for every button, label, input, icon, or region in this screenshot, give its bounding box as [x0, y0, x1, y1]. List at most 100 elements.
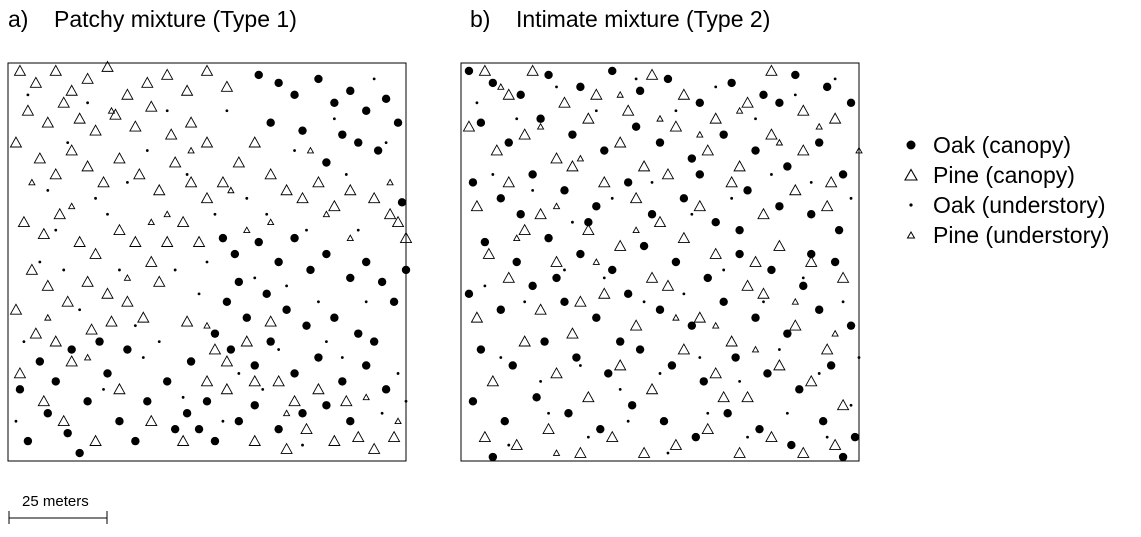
data-point [383, 207, 397, 220]
data-point [33, 152, 47, 164]
data-point [377, 277, 387, 287]
data-point [180, 84, 194, 96]
data-point [598, 287, 611, 299]
data-point [9, 136, 23, 148]
data-point [592, 258, 601, 265]
data-point [596, 424, 605, 434]
data-point [362, 257, 371, 267]
panel-a-plot [7, 60, 413, 462]
data-point [312, 382, 325, 395]
data-point [631, 122, 641, 131]
data-point [592, 313, 601, 322]
data-point [767, 265, 776, 275]
data-point [626, 419, 630, 423]
data-point [677, 88, 691, 100]
data-point [504, 138, 513, 147]
data-point [25, 263, 39, 275]
data-point [621, 104, 635, 116]
data-point [145, 255, 158, 267]
data-point [637, 160, 651, 172]
data-point [672, 313, 680, 321]
data-point [280, 183, 293, 196]
data-point [618, 387, 622, 391]
data-point [797, 446, 810, 458]
data-point [475, 101, 479, 105]
data-point [560, 297, 569, 306]
data-point [65, 144, 78, 156]
data-point [282, 305, 291, 314]
data-point [500, 417, 509, 426]
data-point [826, 361, 836, 370]
data-point [838, 170, 848, 179]
data-point [725, 335, 738, 347]
data-point [834, 225, 844, 235]
data-point [727, 78, 736, 88]
data-point [706, 411, 710, 415]
data-point [261, 387, 265, 391]
data-point [312, 175, 325, 188]
data-point [552, 449, 561, 456]
data-point [75, 448, 84, 458]
data-point [356, 228, 360, 232]
data-point [354, 138, 363, 147]
data-point [512, 234, 521, 241]
data-point [650, 181, 654, 184]
data-point [709, 367, 722, 379]
data-point [775, 138, 784, 146]
data-point [330, 313, 339, 322]
data-point [730, 196, 734, 200]
data-point [536, 114, 545, 123]
data-point [226, 345, 236, 354]
data-point [200, 191, 214, 204]
data-point [298, 409, 307, 418]
data-point [667, 361, 677, 370]
data-point [78, 308, 82, 312]
data-point [210, 329, 220, 338]
data-point [113, 152, 126, 164]
data-point [733, 446, 746, 458]
data-point [97, 175, 110, 188]
data-point [248, 434, 262, 446]
data-point [765, 128, 778, 140]
data-point [645, 271, 659, 283]
data-point [280, 442, 293, 454]
data-point [220, 80, 234, 92]
data-point [576, 249, 585, 259]
data-point [552, 273, 561, 283]
data-point [121, 295, 134, 307]
data-point [687, 154, 697, 163]
data-point [560, 186, 569, 195]
data-point [699, 377, 708, 386]
data-point [381, 385, 391, 394]
data-point [157, 340, 161, 343]
data-point [230, 249, 240, 259]
legend-label: Pine (canopy) [933, 161, 1075, 188]
data-point [49, 64, 63, 76]
data-point [49, 168, 63, 180]
data-point [763, 369, 772, 378]
data-point [285, 284, 288, 288]
data-point [679, 194, 689, 203]
data-point [290, 90, 299, 100]
data-point [610, 196, 614, 200]
data-point [502, 88, 516, 100]
small-triangle-icon [906, 231, 916, 239]
data-point [539, 380, 542, 383]
data-point [202, 397, 212, 406]
data-point [741, 279, 754, 291]
data-point [552, 202, 561, 210]
data-point [123, 273, 132, 281]
data-point [703, 273, 712, 283]
data-point [317, 300, 320, 304]
series-oak-understory [475, 77, 861, 455]
data-point [208, 343, 222, 355]
data-point [184, 116, 198, 128]
legend-label: Pine (understory) [933, 221, 1110, 248]
data-point [608, 265, 617, 275]
scale-bar-label: 25 meters [22, 493, 89, 510]
data-point [234, 417, 244, 426]
data-point [53, 207, 67, 220]
data-point [26, 93, 30, 97]
panel-a-title-text: Patchy mixture (Type 1) [54, 6, 297, 32]
data-point [709, 112, 722, 124]
